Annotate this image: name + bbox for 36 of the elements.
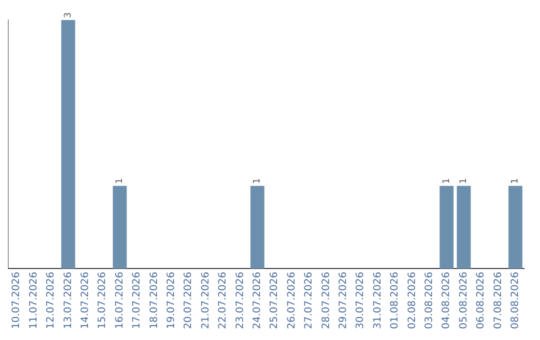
x-tick-label: 10.07.2026: [11, 272, 22, 330]
x-tick-label: 24.07.2026: [252, 272, 263, 330]
x-tick-label: 01.08.2026: [390, 272, 401, 330]
x-tick-label: 19.07.2026: [166, 272, 177, 330]
x-tick-label: 25.07.2026: [269, 272, 280, 330]
x-tick-label: 02.08.2026: [406, 272, 418, 330]
x-tick-label: 26.07.2026: [286, 272, 298, 330]
x-tick-label: 08.08.2026: [510, 272, 521, 330]
x-tick-label: 15.07.2026: [97, 272, 108, 330]
x-tick-label: 21.07.2026: [200, 272, 212, 330]
x-tick-label: 03.08.2026: [424, 272, 435, 330]
x-tick-label: 22.07.2026: [218, 272, 229, 330]
x-tick-label: 27.07.2026: [304, 272, 315, 330]
x-tick-label: 31.07.2026: [372, 272, 384, 330]
x-tick-label: 20.07.2026: [183, 272, 194, 330]
x-tick-label: 17.07.2026: [132, 272, 143, 330]
data-label: 1: [510, 178, 521, 184]
x-tick-label: 11.07.2026: [28, 272, 40, 330]
x-tick-label: 05.08.2026: [458, 272, 470, 330]
data-label: 1: [442, 178, 452, 184]
x-tick-label: 28.07.2026: [320, 272, 332, 330]
x-tick-label: 30.07.2026: [355, 272, 366, 330]
x-tick-label: 18.07.2026: [148, 272, 160, 330]
x-tick-label: 06.08.2026: [476, 272, 487, 330]
x-tick-label: 13.07.2026: [62, 272, 74, 330]
x-tick-label: 12.07.2026: [46, 272, 57, 330]
x-tick-label: 16.07.2026: [114, 272, 126, 330]
data-label: 3: [64, 12, 74, 18]
x-tick-label: 04.08.2026: [441, 272, 452, 330]
x-tick-label: 07.08.2026: [492, 272, 504, 330]
data-label: 1: [115, 178, 126, 184]
x-tick-label: 29.07.2026: [338, 272, 349, 330]
data-label: 1: [459, 178, 470, 184]
x-tick-label: 23.07.2026: [234, 272, 246, 330]
data-label: 1: [252, 178, 263, 184]
x-tick-label: 14.07.2026: [80, 272, 91, 330]
